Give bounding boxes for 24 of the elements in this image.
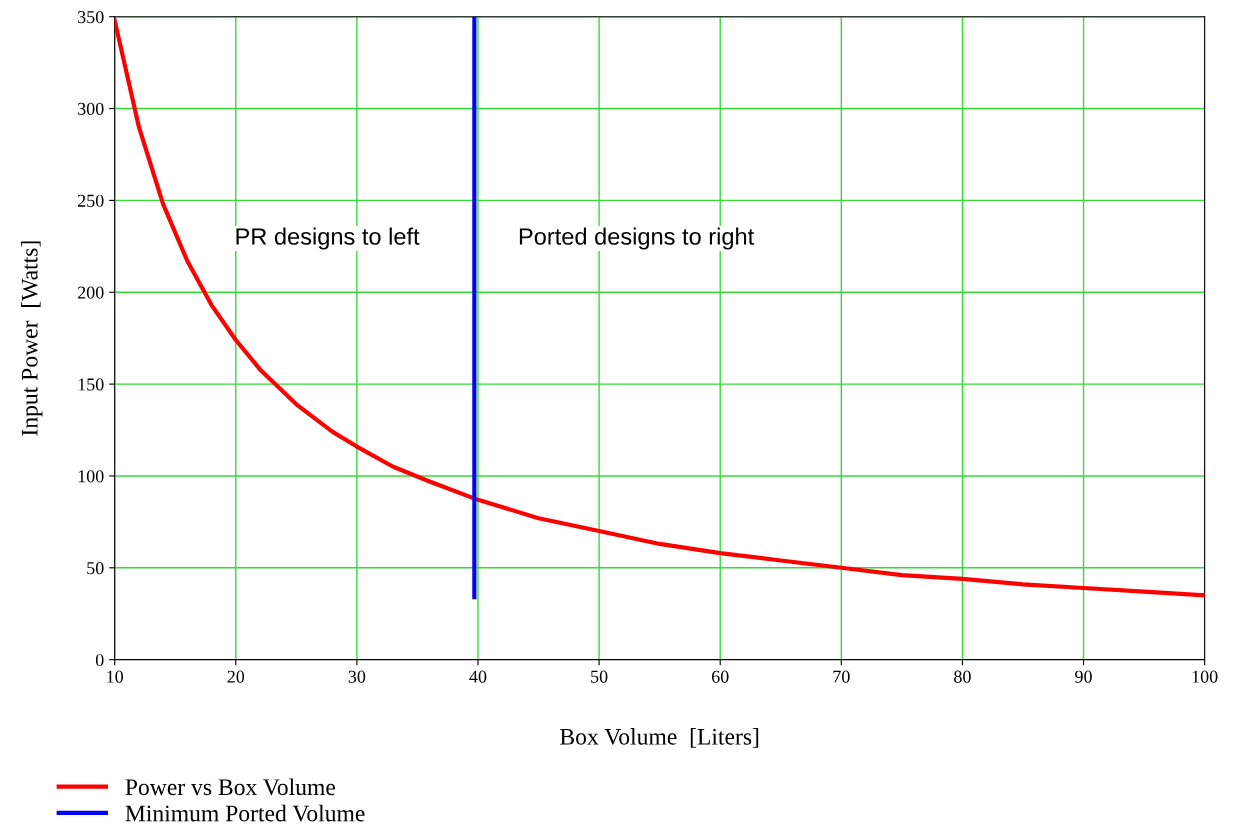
y-tick-label: 0 [95, 653, 104, 667]
x-tick-label: 20 [227, 670, 245, 683]
x-tick-label: 60 [711, 670, 729, 683]
y-tick-label: 150 [78, 378, 104, 391]
y-tick-label: 350 [78, 10, 104, 24]
legend-label: Minimum Ported Volume [125, 804, 365, 822]
x-tick-label: 90 [1075, 670, 1092, 683]
y-tick-label: 50 [87, 562, 104, 575]
y-tick-label: 200 [77, 286, 104, 299]
x-tick-label: 70 [833, 670, 850, 683]
x-axis-title: Box Volume [Liters] [560, 728, 759, 748]
y-tick-label: 300 [78, 102, 104, 115]
y-tick-label: 100 [78, 470, 104, 483]
annotation: PR designs to left [236, 227, 420, 250]
x-tick-label: 10 [107, 670, 124, 683]
y-tick-label: 250 [77, 194, 104, 207]
y-axis-title: Input Power [Watts] [21, 241, 43, 436]
annotation: Ported designs to right [519, 227, 755, 250]
x-tick-label: 100 [1192, 670, 1218, 683]
x-tick-label: 80 [954, 670, 971, 683]
x-tick-label: 30 [348, 670, 366, 683]
x-tick-label: 40 [469, 670, 487, 683]
x-tick-label: 50 [591, 670, 608, 683]
legend-label: Power vs Box Volume [125, 778, 336, 796]
